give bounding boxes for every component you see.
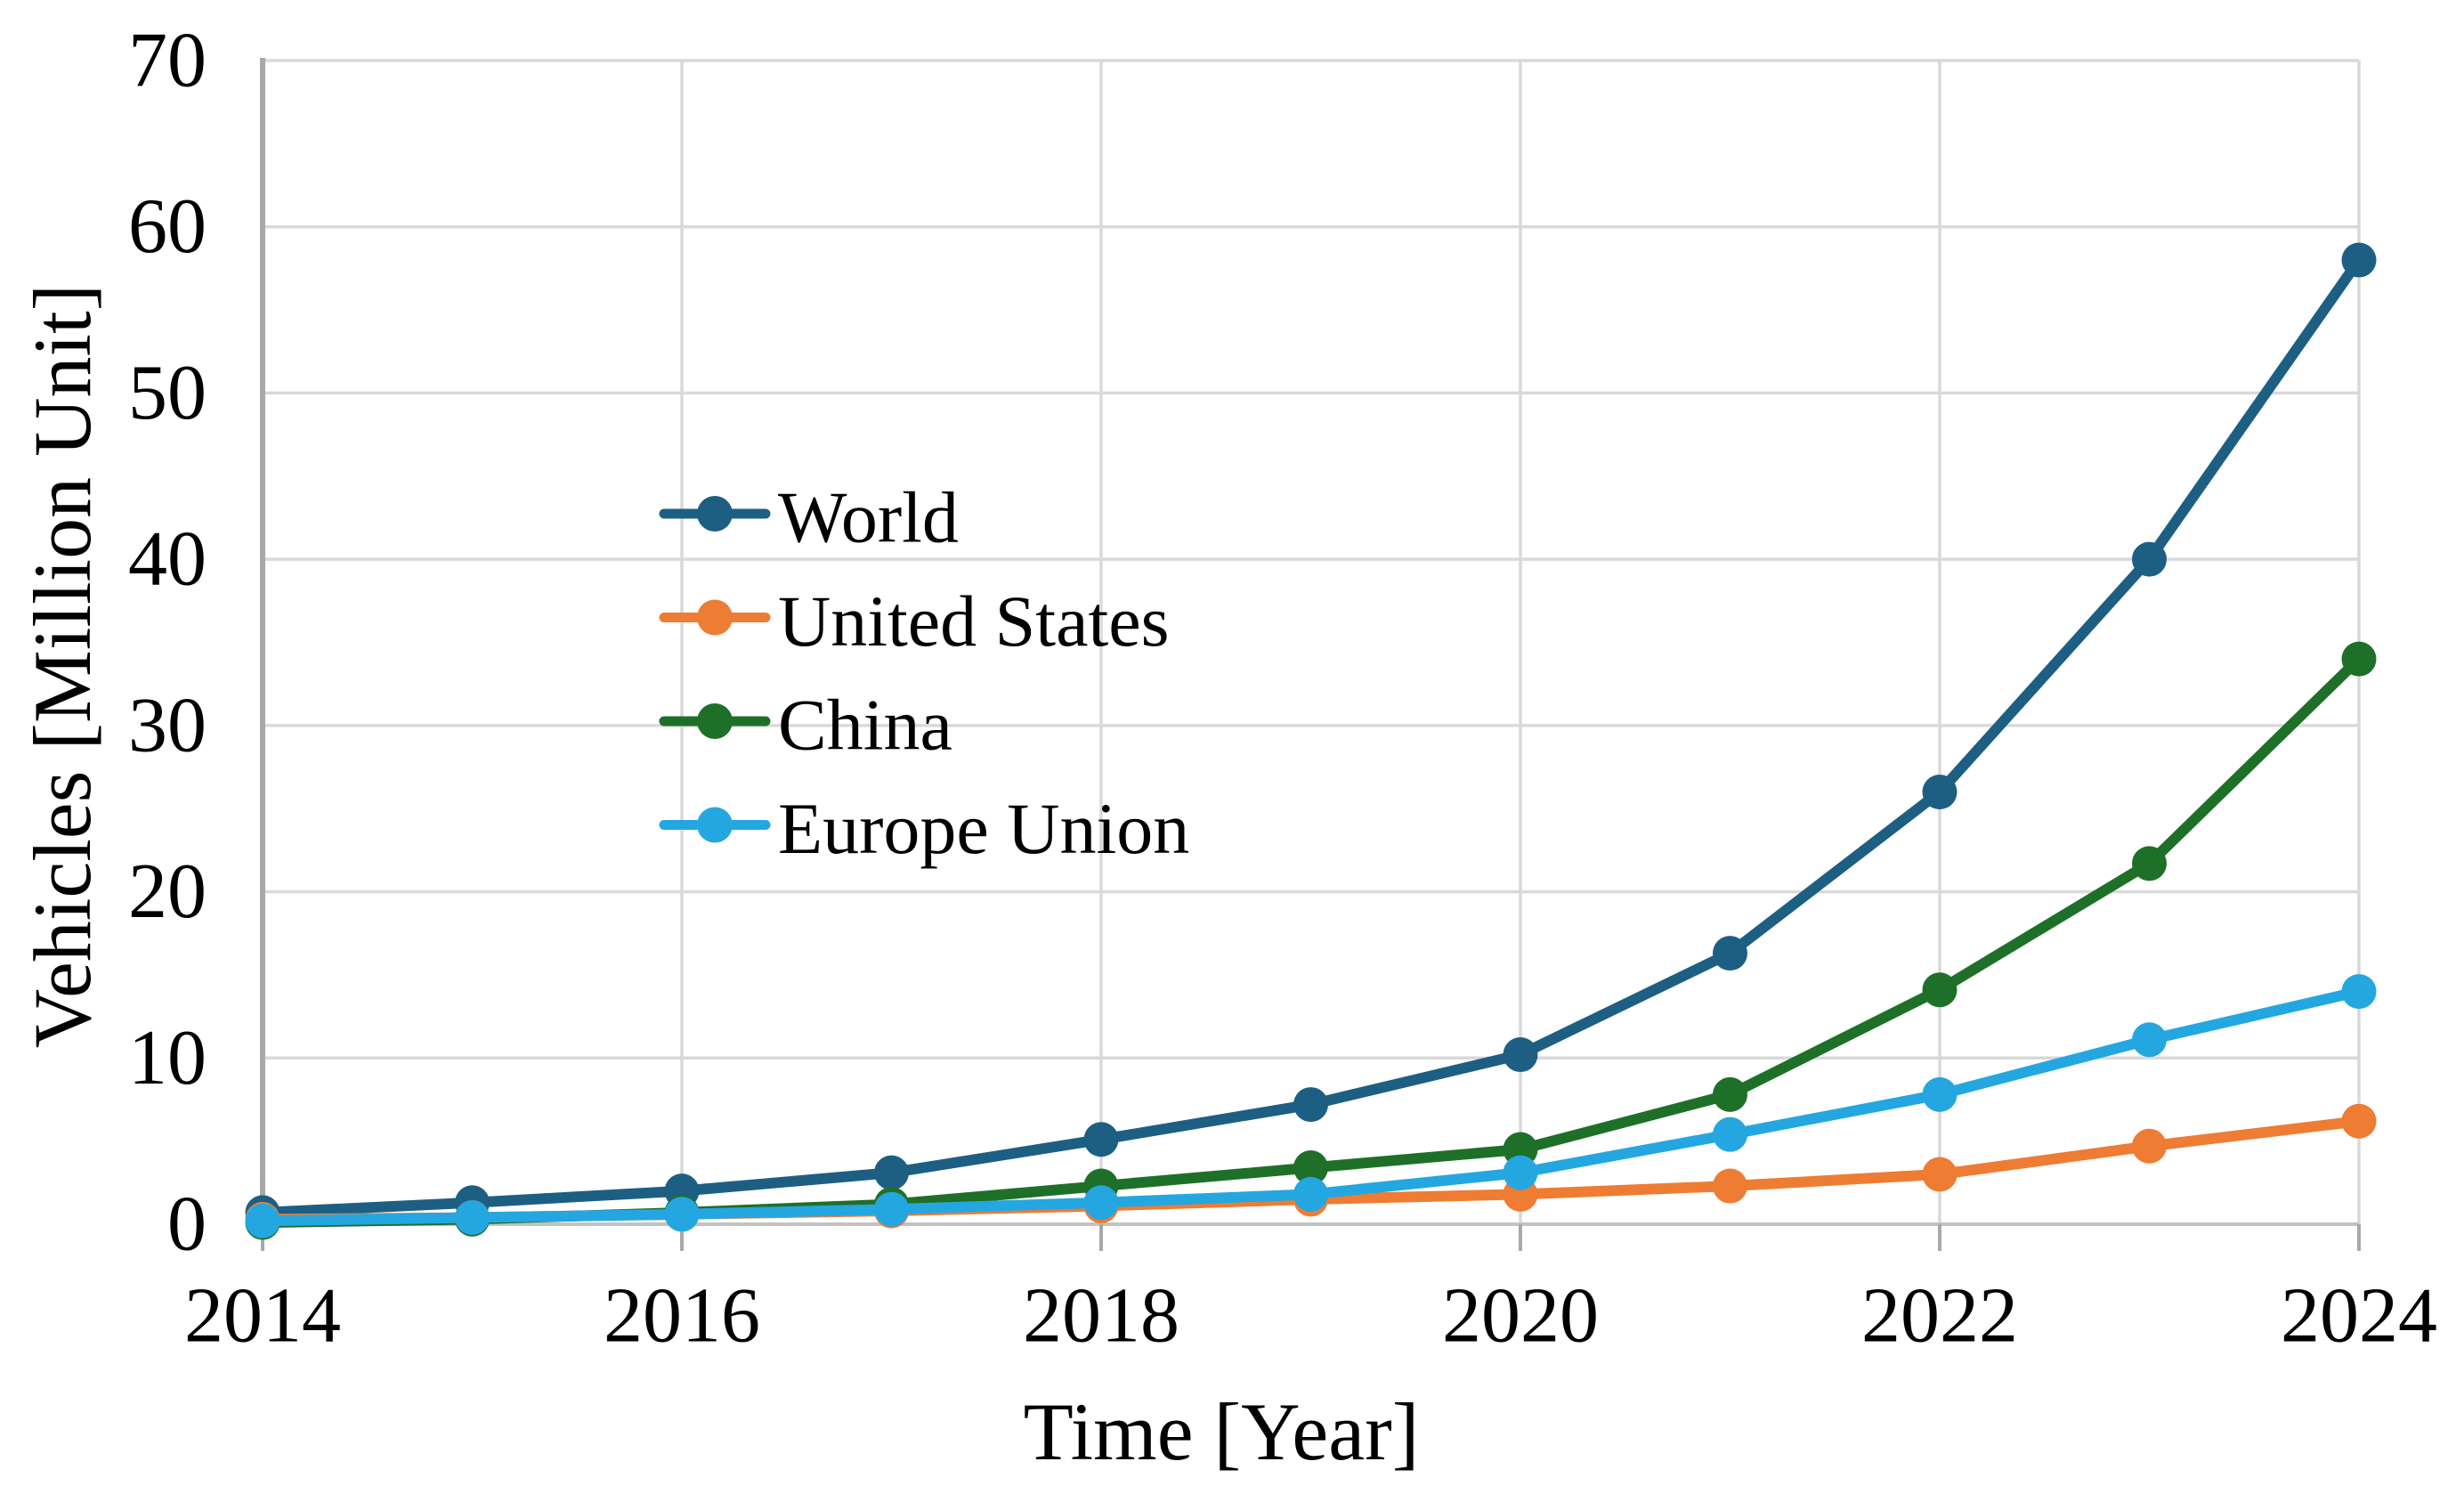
data-point-united-states <box>1922 1157 1957 1192</box>
data-point-europe-union <box>1083 1185 1119 1221</box>
legend: World United States China Europe Union <box>659 477 1189 869</box>
x-tick-label: 2022 <box>1861 1273 2018 1360</box>
y-tick-label: 70 <box>128 18 207 104</box>
y-axis-title: Vehicles [Million Unit] <box>17 284 108 1049</box>
data-point-world <box>1083 1122 1119 1157</box>
data-point-europe-union <box>455 1200 490 1236</box>
tick-marks <box>261 1224 2361 1251</box>
data-point-europe-union <box>1293 1176 1328 1212</box>
y-tick-label: 10 <box>128 1015 207 1101</box>
data-point-europe-union <box>664 1197 700 1232</box>
x-tick-label: 2020 <box>1442 1273 1599 1360</box>
data-point-world <box>2132 541 2167 577</box>
y-tick-label: 60 <box>128 183 207 270</box>
legend-label: China <box>778 685 952 766</box>
data-point-china <box>1293 1150 1328 1186</box>
data-point-world <box>874 1155 909 1190</box>
data-point-europe-union <box>1922 1076 1957 1112</box>
data-point-europe-union <box>245 1203 280 1238</box>
axis-lines <box>260 58 2359 1227</box>
data-point-united-states <box>2341 1103 2377 1139</box>
data-point-united-states <box>2132 1128 2167 1164</box>
data-point-united-states <box>1713 1168 1747 1204</box>
y-tick-label: 20 <box>128 848 207 935</box>
legend-item-world: World <box>659 477 959 558</box>
legend-label: United States <box>778 581 1170 662</box>
data-point-world <box>1713 936 1747 971</box>
data-point-europe-union <box>1503 1155 1538 1190</box>
x-tick-label: 2016 <box>604 1273 760 1360</box>
legend-dot-marker <box>697 599 733 636</box>
data-point-europe-union <box>2341 974 2377 1010</box>
x-axis-title: Time [Year] <box>1024 1386 1420 1477</box>
data-point-europe-union <box>2132 1022 2167 1058</box>
x-tick-label: 2014 <box>184 1273 341 1360</box>
data-point-china <box>1713 1076 1747 1112</box>
data-point-europe-union <box>874 1191 909 1227</box>
series-lines <box>245 242 2377 1240</box>
legend-dot-marker <box>697 807 733 843</box>
data-point-world <box>2341 242 2377 278</box>
legend-dot-marker <box>697 703 733 739</box>
series-line-china <box>257 654 2364 1229</box>
series-europe-union <box>245 974 2377 1238</box>
x-tick-labels: 2014 2016 2018 2020 2022 2024 <box>184 1273 2437 1360</box>
data-point-world <box>1293 1087 1328 1123</box>
data-point-china <box>2341 641 2377 677</box>
y-tick-label: 50 <box>128 350 207 436</box>
series-world <box>245 242 2377 1230</box>
data-point-world <box>1922 775 1957 810</box>
y-tick-label: 30 <box>128 682 207 768</box>
y-tick-label: 0 <box>167 1181 207 1268</box>
legend-item-europe-union: Europe Union <box>659 788 1189 869</box>
legend-label: Europe Union <box>778 788 1189 869</box>
x-tick-label: 2024 <box>2281 1273 2437 1360</box>
series-china <box>245 641 2377 1240</box>
y-tick-label: 40 <box>128 516 207 603</box>
data-point-china <box>1922 972 1957 1008</box>
data-point-world <box>1503 1037 1538 1073</box>
gridlines <box>263 59 2361 1224</box>
legend-label: World <box>778 477 959 558</box>
data-point-china <box>2132 846 2167 881</box>
y-tick-labels: 0 10 20 30 40 50 60 70 <box>128 18 207 1268</box>
legend-item-united-states: United States <box>659 581 1170 662</box>
x-tick-label: 2018 <box>1023 1273 1179 1360</box>
legend-item-china: China <box>659 685 952 766</box>
data-point-europe-union <box>1713 1116 1747 1152</box>
legend-dot-marker <box>697 496 733 532</box>
